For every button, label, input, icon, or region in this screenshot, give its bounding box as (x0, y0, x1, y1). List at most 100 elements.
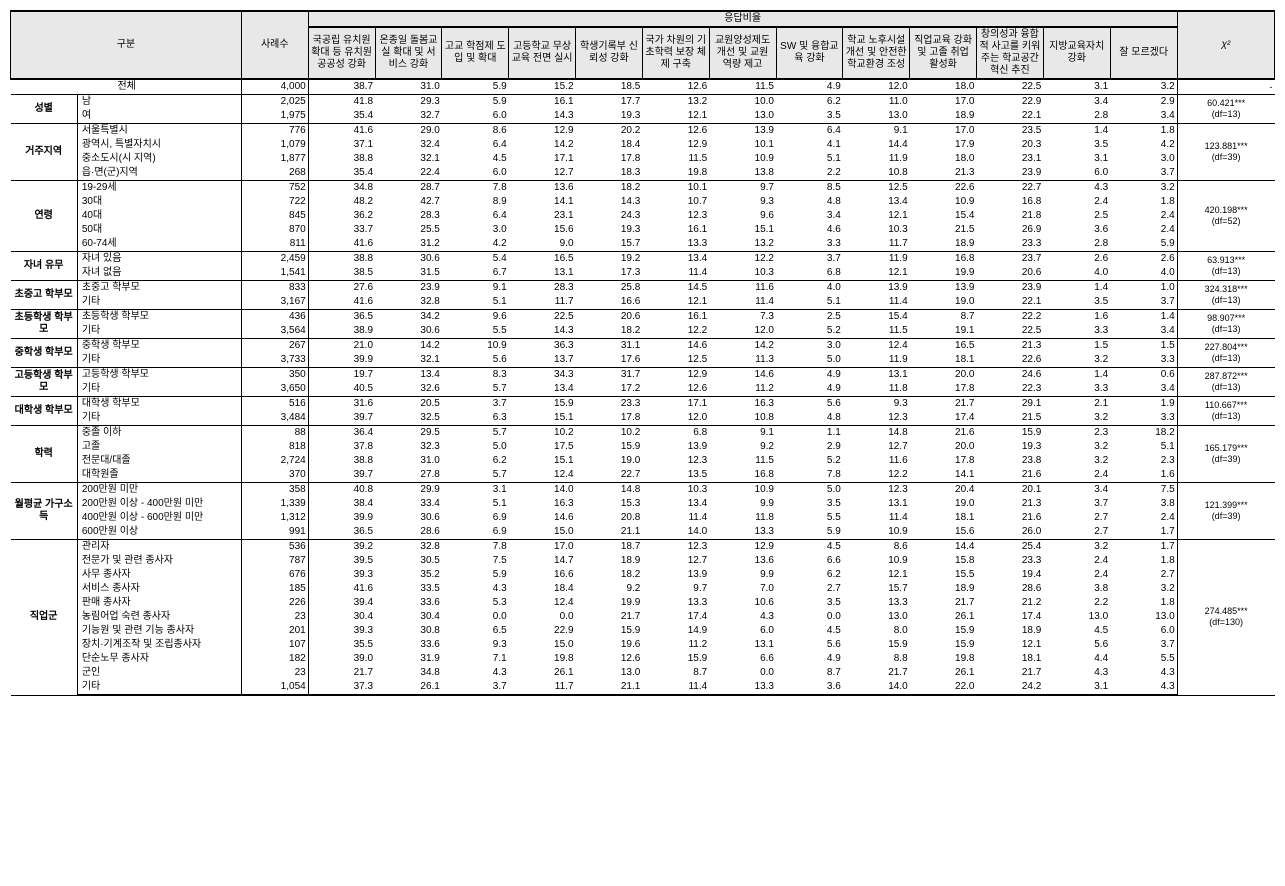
value-cell: 10.6 (709, 596, 776, 610)
subcategory-cell: 기타 (77, 680, 241, 695)
value-cell: 21.6 (910, 426, 977, 441)
category-cell: 직업군 (11, 540, 78, 696)
value-cell: 18.9 (976, 624, 1043, 638)
value-cell: 10.9 (442, 339, 509, 354)
value-cell: 2.3 (1110, 454, 1177, 468)
value-cell: 39.7 (308, 411, 375, 426)
value-cell: 39.2 (308, 540, 375, 555)
value-cell: 3.1 (442, 483, 509, 498)
value-cell: 36.5 (308, 310, 375, 325)
value-cell: 14.3 (576, 195, 643, 209)
cases-cell: 787 (241, 554, 308, 568)
value-cell: 16.3 (509, 497, 576, 511)
value-cell: 3.2 (1043, 353, 1110, 368)
value-cell: 15.2 (509, 79, 576, 95)
value-cell: 3.3 (1110, 411, 1177, 426)
value-cell: 0.0 (509, 610, 576, 624)
value-cell: 6.3 (442, 411, 509, 426)
value-cell: 19.4 (976, 568, 1043, 582)
value-cell: 2.6 (1043, 252, 1110, 267)
value-cell: 0.0 (709, 666, 776, 680)
value-cell: 20.0 (910, 368, 977, 383)
value-cell: 48.2 (308, 195, 375, 209)
value-cell: 2.7 (1110, 568, 1177, 582)
value-cell: 17.6 (576, 353, 643, 368)
value-cell: 22.3 (976, 382, 1043, 397)
value-cell: 8.7 (910, 310, 977, 325)
value-cell: 21.6 (976, 511, 1043, 525)
value-cell: 14.3 (509, 109, 576, 124)
value-cell: 10.8 (709, 411, 776, 426)
value-cell: 19.3 (576, 223, 643, 237)
value-cell: 3.4 (776, 209, 843, 223)
value-cell: 5.9 (776, 525, 843, 540)
value-cell: 4.2 (1110, 138, 1177, 152)
category-cell: 고등학생 학부모 (11, 368, 78, 397)
value-cell: 11.4 (843, 511, 910, 525)
value-cell: 12.0 (843, 79, 910, 95)
value-cell: 4.0 (776, 281, 843, 296)
value-cell: 3.2 (1110, 181, 1177, 196)
value-cell: 22.4 (375, 166, 442, 181)
value-cell: 32.8 (375, 540, 442, 555)
subcategory-cell: 60-74세 (77, 237, 241, 252)
value-cell: 5.7 (442, 468, 509, 483)
value-cell: 22.5 (509, 310, 576, 325)
value-cell: 28.6 (375, 525, 442, 540)
value-cell: 13.0 (843, 109, 910, 124)
value-cell: 5.6 (1043, 638, 1110, 652)
value-cell: 34.3 (509, 368, 576, 383)
value-cell: 2.7 (1043, 525, 1110, 540)
cases-cell: 516 (241, 397, 308, 412)
value-cell: 25.5 (375, 223, 442, 237)
header-gubun: 구분 (11, 11, 242, 79)
category-cell: 대학생 학부모 (11, 397, 78, 426)
value-cell: 29.3 (375, 95, 442, 110)
value-cell: 15.9 (576, 440, 643, 454)
value-cell: 6.8 (642, 426, 709, 441)
value-cell: 14.2 (709, 339, 776, 354)
value-cell: 7.8 (442, 540, 509, 555)
value-cell: 6.6 (709, 652, 776, 666)
cases-cell: 267 (241, 339, 308, 354)
value-cell: 24.2 (976, 680, 1043, 695)
value-cell: 2.7 (1043, 511, 1110, 525)
cases-cell: 1,877 (241, 152, 308, 166)
value-cell: 26.1 (375, 680, 442, 695)
value-cell: 24.3 (576, 209, 643, 223)
value-cell: 23.1 (509, 209, 576, 223)
value-cell: 13.3 (709, 525, 776, 540)
cases-cell: 436 (241, 310, 308, 325)
value-cell: 38.7 (308, 79, 375, 95)
header-col-2: 고교 학점제 도입 및 확대 (442, 27, 509, 79)
header-col-7: SW 및 융합교육 강화 (776, 27, 843, 79)
cases-cell: 1,541 (241, 266, 308, 281)
value-cell: 12.4 (843, 339, 910, 354)
value-cell: 11.5 (709, 454, 776, 468)
value-cell: 9.2 (709, 440, 776, 454)
value-cell: 2.6 (1110, 252, 1177, 267)
value-cell: 17.1 (509, 152, 576, 166)
value-cell: 3.4 (1110, 109, 1177, 124)
value-cell: 27.6 (308, 281, 375, 296)
value-cell: 10.3 (843, 223, 910, 237)
value-cell: 13.3 (843, 596, 910, 610)
value-cell: 12.6 (642, 382, 709, 397)
value-cell: 15.9 (843, 638, 910, 652)
value-cell: 35.2 (375, 568, 442, 582)
value-cell: 3.2 (1110, 79, 1177, 95)
value-cell: 13.4 (509, 382, 576, 397)
value-cell: 31.5 (375, 266, 442, 281)
value-cell: 3.2 (1043, 440, 1110, 454)
value-cell: 16.5 (509, 252, 576, 267)
value-cell: 18.9 (910, 582, 977, 596)
value-cell: 3.2 (1043, 540, 1110, 555)
value-cell: 19.0 (910, 497, 977, 511)
value-cell: 12.9 (709, 540, 776, 555)
value-cell: 41.6 (308, 124, 375, 139)
value-cell: 32.6 (375, 382, 442, 397)
value-cell: 17.8 (910, 454, 977, 468)
cases-cell: 358 (241, 483, 308, 498)
subcategory-cell: 관리자 (77, 540, 241, 555)
subcategory-cell: 기타 (77, 295, 241, 310)
